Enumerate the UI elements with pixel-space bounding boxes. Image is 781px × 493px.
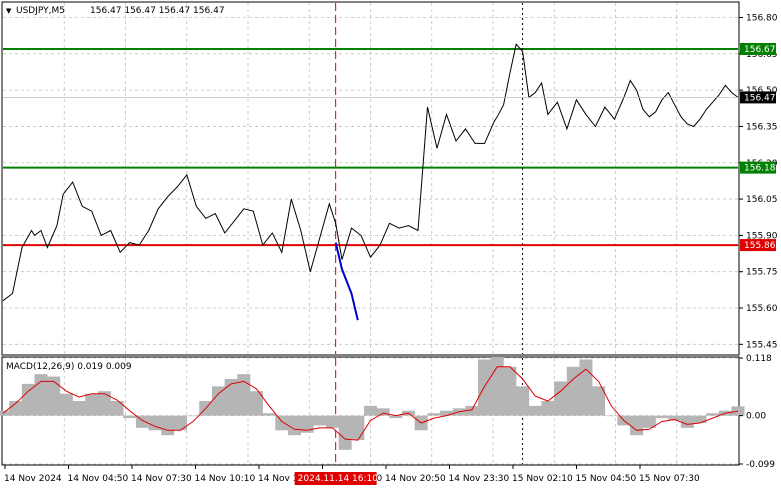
macd-histogram-bar <box>706 413 720 416</box>
macd-histogram-bar <box>0 410 10 416</box>
time-tick-label: 14 Nov 07:30 <box>131 474 192 484</box>
macd-histogram-bar <box>592 386 606 416</box>
price-tick-label: 155.45 <box>746 340 778 350</box>
time-marker-tag-label: 2024.11.14 16:10 <box>298 474 379 484</box>
time-tick-label: 15 Nov 02:10 <box>512 474 573 484</box>
macd-histogram-bar <box>224 379 238 416</box>
level-tag-resistance <box>740 42 776 55</box>
macd-histogram-bar <box>21 383 35 416</box>
macd-histogram-bar <box>161 415 175 436</box>
macd-histogram-bar <box>186 415 200 417</box>
macd-histogram-bar <box>364 405 377 416</box>
symbol-triangle-icon: ▼ <box>6 7 12 15</box>
macd-histogram-bar <box>135 415 149 428</box>
macd-histogram-bar <box>47 376 61 416</box>
price-series-line <box>2 43 739 302</box>
symbol-label: USDJPY,M5 <box>16 6 65 16</box>
macd-histogram-bar <box>351 415 365 441</box>
price-tick-label: 155.90 <box>746 231 778 241</box>
time-marker-tag <box>294 472 377 485</box>
macd-histogram-bar <box>554 381 568 416</box>
level-tag-key <box>740 239 776 252</box>
macd-histogram-bar <box>490 357 504 416</box>
time-tick-label: 14 Nov 13:30 <box>258 474 319 484</box>
time-tick-label: 15 Nov 07:30 <box>639 474 700 484</box>
macd-histogram-bar <box>123 415 137 419</box>
level-tag-label-key: 155.86 <box>744 241 776 251</box>
level-tag-support <box>740 161 776 174</box>
macd-histogram-bar <box>465 405 479 416</box>
macd-histogram-bar <box>731 406 745 416</box>
macd-histogram-bar <box>604 415 618 417</box>
time-tick-label: 14 Nov 2024 <box>4 474 62 484</box>
macd-histogram-bar <box>503 366 517 416</box>
current-price-tag <box>740 91 776 104</box>
price-tick-label: 156.80 <box>746 14 778 24</box>
macd-histogram-bar <box>579 359 593 416</box>
macd-histogram-bar <box>528 405 542 416</box>
macd-histogram-bar <box>338 415 352 450</box>
macd-histogram-bar <box>630 415 644 436</box>
macd-histogram-bar <box>72 400 86 416</box>
macd-histogram-bar <box>85 393 99 416</box>
macd-tick-label: -0.099 <box>746 460 775 470</box>
macd-histogram-bar <box>541 400 555 416</box>
price-tick-label: 155.75 <box>746 268 778 278</box>
macd-signal-line <box>2 366 739 441</box>
macd-histogram-bar <box>237 374 251 416</box>
macd-histogram-bar <box>275 415 289 431</box>
macd-histogram-bar <box>211 386 225 416</box>
macd-histogram-bar <box>668 415 682 421</box>
macd-histogram-bar <box>262 413 276 416</box>
price-pane-frame <box>1 1 740 356</box>
macd-histogram-bar <box>427 413 441 416</box>
macd-histogram-bar <box>440 410 454 416</box>
level-tag-label-resistance: 156.67 <box>744 45 776 55</box>
macd-histogram-bar <box>693 415 707 423</box>
time-tick-label: 14 Nov 10:10 <box>195 474 256 484</box>
price-tick-label: 156.05 <box>746 195 778 205</box>
macd-histogram-bar <box>148 415 162 431</box>
macd-histogram-bar <box>300 415 314 433</box>
macd-histogram-bar <box>680 415 694 428</box>
macd-histogram-bar <box>376 408 390 416</box>
price-tick-label: 156.35 <box>746 122 778 132</box>
time-tick-label: 14 Nov 04:50 <box>68 474 129 484</box>
macd-tick-label: 0.118 <box>746 354 772 364</box>
macd-histogram-bar <box>325 415 339 428</box>
macd-histogram-bar <box>655 415 669 419</box>
macd-histogram-bar <box>313 415 327 426</box>
macd-histogram-bar <box>566 366 580 416</box>
ohlc-label: 156.47 156.47 156.47 156.47 <box>90 6 225 16</box>
macd-histogram-bar <box>516 386 530 416</box>
macd-histogram-bar <box>389 415 403 419</box>
macd-histogram-bar <box>249 391 263 416</box>
macd-histogram-bar <box>642 415 656 428</box>
macd-histogram-bar <box>9 400 23 416</box>
macd-title: MACD(12,26,9) 0.019 0.009 <box>6 362 132 372</box>
macd-histogram-bar <box>34 374 48 416</box>
macd-histogram-bar <box>173 415 187 431</box>
macd-tick-label: 0.00 <box>746 412 766 422</box>
time-tick-label: 15 Nov 04:50 <box>576 474 637 484</box>
price-highlight-segment <box>334 242 359 321</box>
level-tag-label-support: 156.18 <box>744 164 776 174</box>
price-tick-label: 155.60 <box>746 304 778 314</box>
macd-histogram-bar <box>287 415 301 436</box>
price-tick-label: 156.50 <box>746 86 778 96</box>
macd-histogram-bar <box>97 391 111 416</box>
macd-histogram-bar <box>110 400 124 416</box>
macd-histogram-bar <box>59 393 73 416</box>
time-tick-label: 14 Nov 23:30 <box>449 474 510 484</box>
time-tick-label: 14 Nov 20:50 <box>385 474 446 484</box>
current-price-tag-label: 156.47 <box>744 93 776 103</box>
macd-histogram-bar <box>478 359 492 416</box>
